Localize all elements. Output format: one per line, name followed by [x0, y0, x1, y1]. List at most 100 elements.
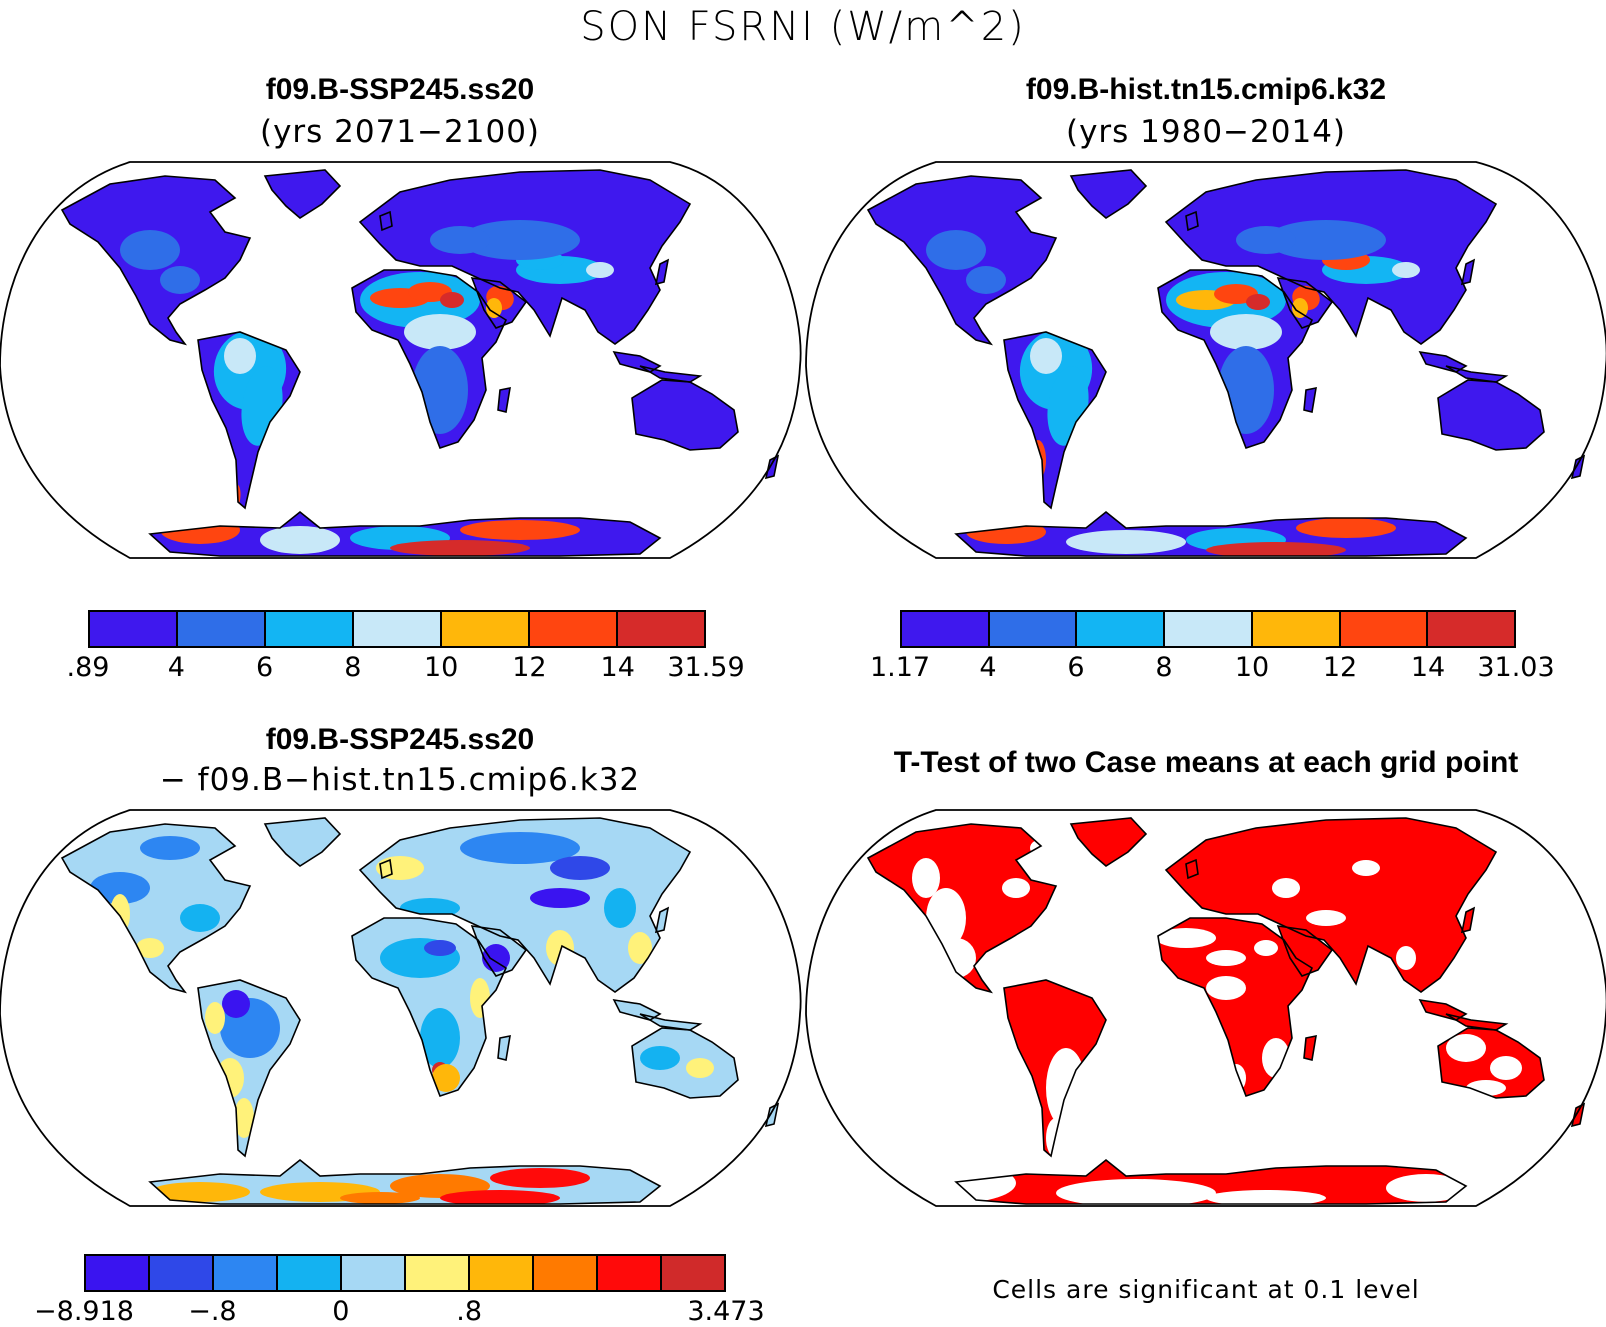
non-significant-region	[1272, 878, 1300, 898]
map-color-region	[430, 226, 490, 254]
colorbar-tick-label: 14	[1410, 652, 1446, 683]
land-arabia	[1278, 926, 1332, 976]
land-eurasia	[360, 818, 690, 992]
map-diff	[0, 809, 802, 1207]
panel-case2-subtitle: (yrs 1980−2014)	[1065, 114, 1347, 150]
land-japan	[1462, 908, 1474, 932]
land-indonesia	[614, 1000, 660, 1020]
coastline	[866, 175, 1058, 346]
land-nz	[766, 456, 778, 478]
significance-note: Cells are significant at 0.1 level	[992, 1275, 1420, 1304]
colorbar-tick-label: 12	[1322, 652, 1358, 683]
land-eurasia	[1166, 818, 1496, 992]
colorbar-swatch	[1252, 612, 1341, 646]
non-significant-region	[1056, 1179, 1216, 1204]
colorbar-tick-label: .89	[66, 652, 110, 683]
non-significant-region	[1396, 946, 1416, 970]
map-color-region	[460, 832, 580, 864]
colorbar-swatch	[86, 1256, 150, 1290]
map-color-region	[222, 990, 250, 1018]
land-australia	[632, 1028, 738, 1098]
colorbar-tick-label: −.8	[188, 1296, 237, 1327]
colorbar-case1	[88, 610, 706, 648]
coastline	[1185, 210, 1199, 232]
coastline	[866, 823, 1058, 994]
panel-diff-subtitle: − f09.B−hist.tn15.cmip6.k32	[159, 762, 641, 798]
land-japan	[656, 260, 668, 284]
colorbar-case2	[900, 610, 1516, 648]
coastline	[379, 858, 393, 880]
colorbar-swatch	[902, 612, 990, 646]
map-color-region	[390, 540, 530, 556]
map-color-region	[180, 904, 220, 932]
colorbar-tick-label: 31.59	[667, 652, 745, 683]
non-significant-region	[1206, 976, 1246, 1000]
colorbar-tick-label: 6	[1067, 652, 1085, 683]
colorbar-swatch	[150, 1256, 214, 1290]
figure-title: SON FSRNI (W/m^2)	[580, 4, 1026, 50]
non-significant-region	[1352, 860, 1380, 876]
colorbar-tick-label: 14	[600, 652, 635, 683]
colorbar-swatch	[662, 1256, 724, 1290]
map-color-region	[224, 338, 256, 374]
panel-case1-subtitle: (yrs 2071−2100)	[259, 114, 541, 150]
map-color-region	[640, 1046, 680, 1070]
coastline	[1157, 917, 1314, 1098]
map-color-region	[460, 220, 580, 260]
colorbar-swatch	[406, 1256, 470, 1290]
coastline	[1445, 1013, 1509, 1031]
map-color-region	[546, 930, 574, 966]
map-color-region	[205, 1002, 225, 1034]
land-nz	[1572, 456, 1584, 478]
map-color-region	[1206, 542, 1346, 556]
map-frame	[805, 809, 1606, 1207]
colorbar-swatch	[470, 1256, 534, 1290]
coastline	[1460, 258, 1476, 286]
colorbar-tick-label: 4	[979, 652, 997, 683]
map-color-region	[140, 836, 200, 860]
map-color-region	[926, 230, 986, 270]
coastline	[1164, 169, 1498, 345]
map-case1	[0, 161, 802, 559]
land-uk	[380, 212, 392, 230]
map-color-region	[90, 872, 150, 904]
colorbar-tick-label: 10	[423, 652, 459, 683]
map-color-region	[432, 1064, 460, 1092]
map-color-region	[586, 262, 614, 278]
colorbar-swatch	[354, 612, 442, 646]
coastline	[197, 331, 301, 510]
map-color-region	[1296, 518, 1396, 538]
colorbar-swatch	[989, 612, 1078, 646]
coastline	[263, 817, 342, 867]
coastline	[1303, 1034, 1317, 1061]
coastline	[470, 277, 528, 329]
land-na	[62, 824, 250, 992]
non-significant-region	[1046, 1118, 1066, 1158]
colorbar-diff-ticks: −8.918 −.8 0 .8 3.473	[34, 1296, 765, 1327]
panel-case1-title: f09.B-SSP245.ss20	[265, 73, 535, 106]
map-color-region	[966, 266, 1006, 294]
map-color-region	[1392, 262, 1420, 278]
colorbar-swatch	[90, 612, 178, 646]
colorbar-tick-label: −8.918	[34, 1296, 134, 1327]
map-color-region	[1066, 530, 1186, 554]
map-color-region	[400, 898, 460, 918]
colorbar-diff	[84, 1254, 726, 1292]
non-significant-region	[912, 858, 940, 898]
map-color-region	[160, 266, 200, 294]
map-frame	[805, 161, 1606, 559]
colorbar-swatch	[278, 1256, 342, 1290]
coastline	[954, 1158, 1468, 1205]
coastline	[1069, 817, 1148, 867]
map-color-region	[1210, 314, 1282, 350]
coastline	[470, 925, 528, 977]
map-color-region	[1292, 298, 1308, 318]
land-greenland	[265, 818, 340, 866]
colorbar-swatch	[1165, 612, 1253, 646]
coastline	[351, 917, 508, 1098]
coastline	[263, 169, 342, 219]
coastline	[1303, 386, 1317, 413]
coastline	[1276, 277, 1334, 329]
colorbar-tick-label: 3.473	[687, 1296, 765, 1327]
map-color-region	[686, 1058, 714, 1078]
